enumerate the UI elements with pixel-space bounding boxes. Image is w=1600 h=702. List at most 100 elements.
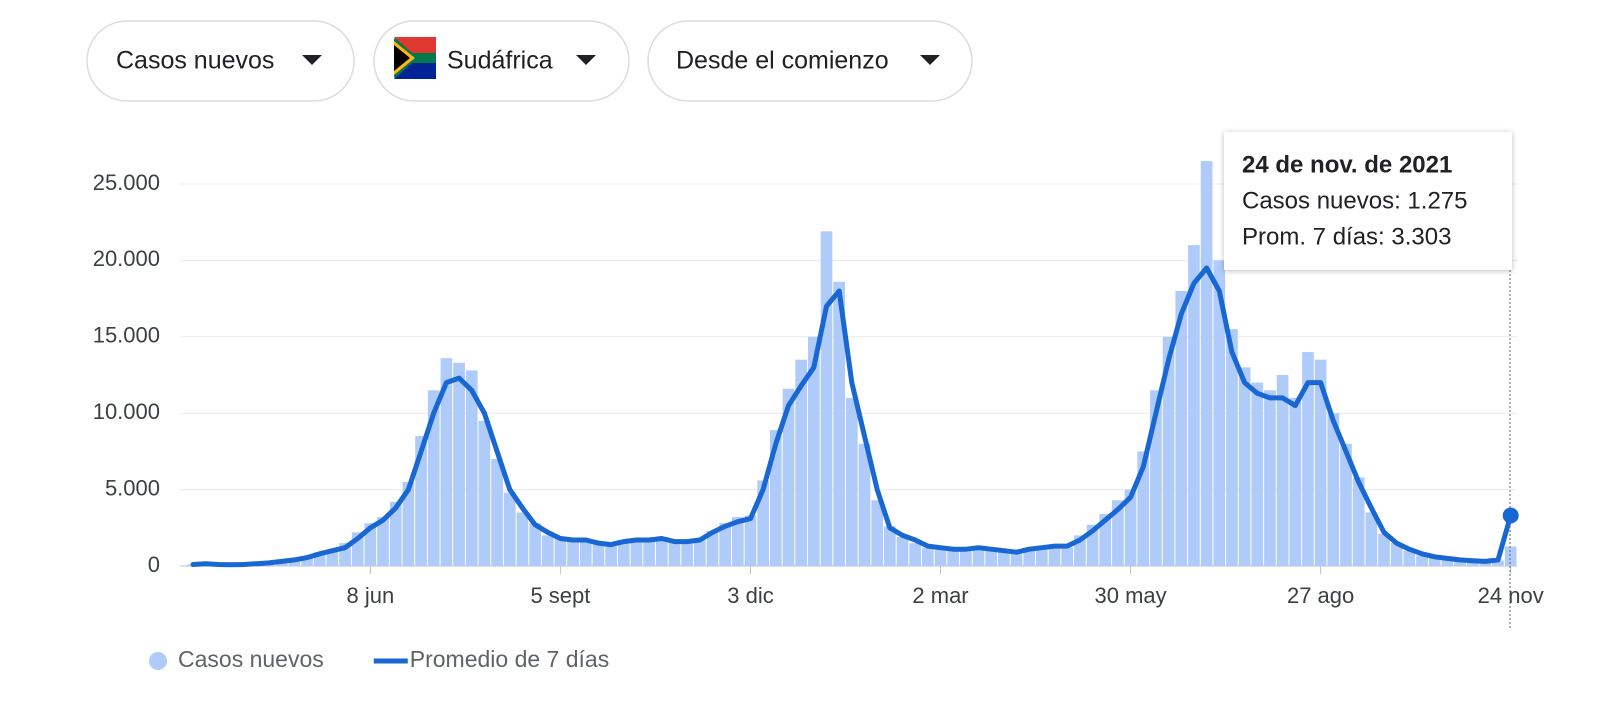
bar xyxy=(427,390,440,566)
bar xyxy=(1454,559,1466,566)
hover-point xyxy=(1502,507,1519,524)
bar xyxy=(846,397,858,566)
bar xyxy=(389,501,402,566)
bar xyxy=(1099,514,1112,566)
bar xyxy=(1302,352,1314,566)
x-tick-label: 30 may xyxy=(1095,583,1167,608)
bar xyxy=(1061,547,1074,566)
bar xyxy=(630,538,643,566)
dropdown-arrow[interactable] xyxy=(576,55,596,65)
bar xyxy=(1504,546,1517,566)
bar xyxy=(1416,555,1428,566)
bar xyxy=(896,536,909,566)
y-tick-label: 5.000 xyxy=(105,475,160,500)
x-tick-label: 24 nov xyxy=(1478,583,1544,608)
bar xyxy=(617,540,630,566)
x-tick-label: 5 sept xyxy=(530,583,590,608)
bar xyxy=(579,541,592,566)
bar xyxy=(1466,561,1479,566)
bar xyxy=(491,459,503,566)
bar xyxy=(1124,489,1137,566)
bar xyxy=(884,526,896,566)
bar xyxy=(643,541,655,566)
dropdown-arrow[interactable] xyxy=(302,55,322,65)
dropdown-box[interactable] xyxy=(647,20,973,102)
bar xyxy=(1112,500,1124,566)
bar xyxy=(1276,375,1289,566)
bar xyxy=(681,540,693,566)
bar xyxy=(795,359,807,566)
bar xyxy=(744,515,757,566)
bar xyxy=(567,538,579,566)
tooltip-line: Casos nuevos: 1.275 xyxy=(1242,187,1467,214)
bar xyxy=(782,388,795,566)
range-dropdown[interactable]: Desde el comienzo xyxy=(647,20,973,102)
bar xyxy=(1048,544,1061,566)
bar xyxy=(668,543,681,566)
bar xyxy=(1200,161,1213,566)
legend-swatch xyxy=(149,652,167,670)
bar xyxy=(1314,359,1327,566)
bar xyxy=(731,517,744,566)
bar xyxy=(1327,413,1340,566)
bar xyxy=(1441,559,1454,566)
tooltip-line: Prom. 7 días: 3.303 xyxy=(1242,223,1451,250)
bar xyxy=(453,362,465,566)
bar xyxy=(1492,560,1504,566)
bar xyxy=(516,512,529,566)
bar xyxy=(339,543,351,566)
bar xyxy=(592,543,605,566)
bar xyxy=(478,420,491,566)
bar xyxy=(1390,543,1403,566)
tooltip-title: 24 de nov. de 2021 xyxy=(1242,151,1452,178)
bar xyxy=(301,556,313,566)
bar xyxy=(1175,290,1188,566)
bar xyxy=(288,559,301,566)
y-tick-label: 10.000 xyxy=(93,399,160,424)
x-tick-label: 2 mar xyxy=(912,583,968,608)
bar xyxy=(503,492,516,566)
bar xyxy=(415,436,427,566)
flag-icon xyxy=(394,37,436,79)
bar xyxy=(1264,390,1276,566)
bar xyxy=(719,523,731,566)
bar xyxy=(529,523,541,566)
bar xyxy=(1023,547,1036,566)
y-tick-label: 25.000 xyxy=(93,170,160,195)
bar xyxy=(1251,382,1264,566)
dropdown-arrow[interactable] xyxy=(920,55,940,65)
bar xyxy=(934,546,947,566)
bar xyxy=(440,358,453,566)
legend-label: Casos nuevos xyxy=(178,646,324,672)
bar xyxy=(1162,336,1175,566)
dropdown-label[interactable]: Casos nuevos xyxy=(116,47,274,75)
bar xyxy=(1238,367,1251,566)
dropdown-box[interactable] xyxy=(373,20,630,102)
bar xyxy=(922,547,934,566)
x-tick-label: 27 ago xyxy=(1287,583,1354,608)
bar xyxy=(1010,553,1023,566)
country-dropdown[interactable]: Sudáfrica xyxy=(373,20,630,102)
dropdown-box[interactable] xyxy=(86,20,355,102)
bar xyxy=(1352,477,1365,566)
bar xyxy=(465,370,478,566)
y-tick-label: 15.000 xyxy=(93,323,160,348)
bar xyxy=(693,538,706,566)
bar xyxy=(985,550,998,566)
bar xyxy=(313,552,326,566)
metric-dropdown[interactable]: Casos nuevos xyxy=(86,20,355,102)
bar xyxy=(807,336,820,566)
bar xyxy=(1137,451,1150,566)
tooltip-box xyxy=(1224,132,1512,270)
x-tick-label: 3 dic xyxy=(727,583,773,608)
legend-label: Promedio de 7 días xyxy=(410,646,609,672)
bar xyxy=(858,443,871,566)
dropdown-label[interactable]: Desde el comienzo xyxy=(676,47,889,75)
dropdown-label[interactable]: Sudáfrica xyxy=(447,47,553,75)
bar xyxy=(1188,245,1200,566)
x-tick-label: 8 jun xyxy=(347,583,395,608)
bar xyxy=(1036,546,1048,566)
bar xyxy=(1403,550,1416,566)
bar xyxy=(960,547,972,566)
